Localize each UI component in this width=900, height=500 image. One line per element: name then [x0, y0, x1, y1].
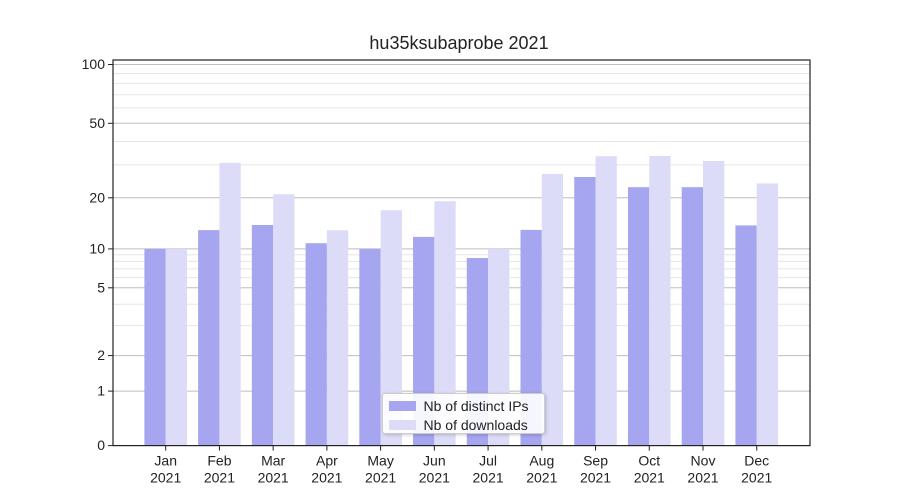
- svg-text:Jan: Jan: [154, 453, 177, 469]
- svg-text:2021: 2021: [419, 470, 450, 486]
- svg-text:2021: 2021: [526, 470, 557, 486]
- svg-text:2: 2: [97, 347, 105, 363]
- svg-text:Mar: Mar: [261, 453, 285, 469]
- svg-text:2021: 2021: [741, 470, 772, 486]
- svg-text:20: 20: [89, 189, 105, 205]
- svg-text:2021: 2021: [687, 470, 718, 486]
- svg-text:Sep: Sep: [583, 453, 608, 469]
- svg-text:0: 0: [97, 437, 105, 453]
- svg-text:1: 1: [97, 383, 105, 399]
- svg-text:2021: 2021: [634, 470, 665, 486]
- svg-text:2021: 2021: [150, 470, 181, 486]
- svg-text:2021: 2021: [204, 470, 235, 486]
- svg-text:Dec: Dec: [744, 453, 769, 469]
- svg-text:2021: 2021: [473, 470, 504, 486]
- svg-text:Apr: Apr: [316, 453, 338, 469]
- svg-text:2021: 2021: [580, 470, 611, 486]
- svg-text:Aug: Aug: [529, 453, 554, 469]
- svg-text:2021: 2021: [311, 470, 342, 486]
- svg-text:5: 5: [97, 279, 105, 295]
- svg-text:May: May: [367, 453, 393, 469]
- svg-text:Feb: Feb: [207, 453, 231, 469]
- svg-text:hu35ksubaprobe 2021: hu35ksubaprobe 2021: [369, 33, 548, 53]
- svg-text:100: 100: [82, 56, 106, 72]
- svg-text:Jul: Jul: [479, 453, 497, 469]
- svg-text:Nov: Nov: [691, 453, 716, 469]
- svg-text:2021: 2021: [258, 470, 289, 486]
- svg-text:50: 50: [89, 115, 105, 131]
- svg-text:10: 10: [89, 240, 105, 256]
- svg-text:Oct: Oct: [638, 453, 660, 469]
- svg-text:Jun: Jun: [423, 453, 446, 469]
- svg-text:2021: 2021: [365, 470, 396, 486]
